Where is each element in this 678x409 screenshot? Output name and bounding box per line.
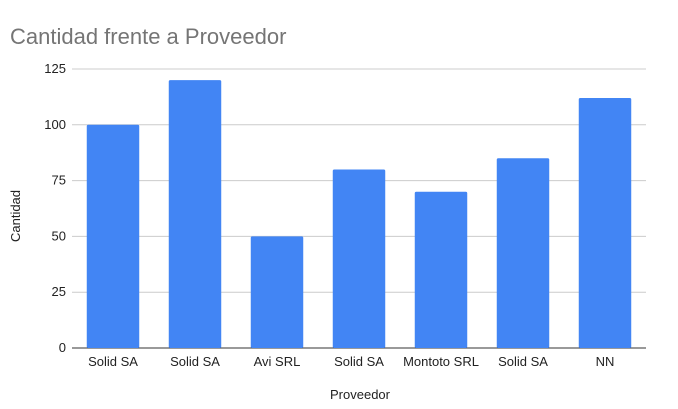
x-tick-label: Solid SA bbox=[334, 354, 384, 369]
y-axis-label: Cantidad bbox=[8, 190, 23, 242]
bar-layer bbox=[86, 80, 632, 349]
bar bbox=[332, 169, 386, 348]
x-tick-label: Montoto SRL bbox=[403, 354, 479, 369]
y-tick-label: 125 bbox=[44, 61, 66, 76]
bar bbox=[168, 80, 222, 348]
bar bbox=[496, 158, 550, 348]
bar bbox=[414, 191, 468, 348]
x-tick-label: Solid SA bbox=[170, 354, 220, 369]
bar bbox=[578, 98, 632, 349]
y-tick-label: 25 bbox=[52, 284, 66, 299]
y-tick-label: 50 bbox=[52, 228, 66, 243]
bar bbox=[86, 124, 140, 348]
x-tick-label: Solid SA bbox=[88, 354, 138, 369]
x-tick-label: NN bbox=[596, 354, 615, 369]
chart-title: Cantidad frente a Proveedor bbox=[10, 24, 286, 49]
y-tick-label: 100 bbox=[44, 117, 66, 132]
y-tick-label: 75 bbox=[52, 173, 66, 188]
x-tick-labels: Solid SA Solid SA Avi SRL Solid SA Montoto S… bbox=[88, 354, 614, 369]
x-tick-label: Avi SRL bbox=[254, 354, 301, 369]
y-tick-label: 0 bbox=[59, 340, 66, 355]
y-tick-labels: 0 25 50 75 100 125 bbox=[44, 61, 66, 355]
x-axis-label: Proveedor bbox=[330, 387, 391, 402]
bar bbox=[250, 236, 304, 348]
x-tick-label: Solid SA bbox=[498, 354, 548, 369]
